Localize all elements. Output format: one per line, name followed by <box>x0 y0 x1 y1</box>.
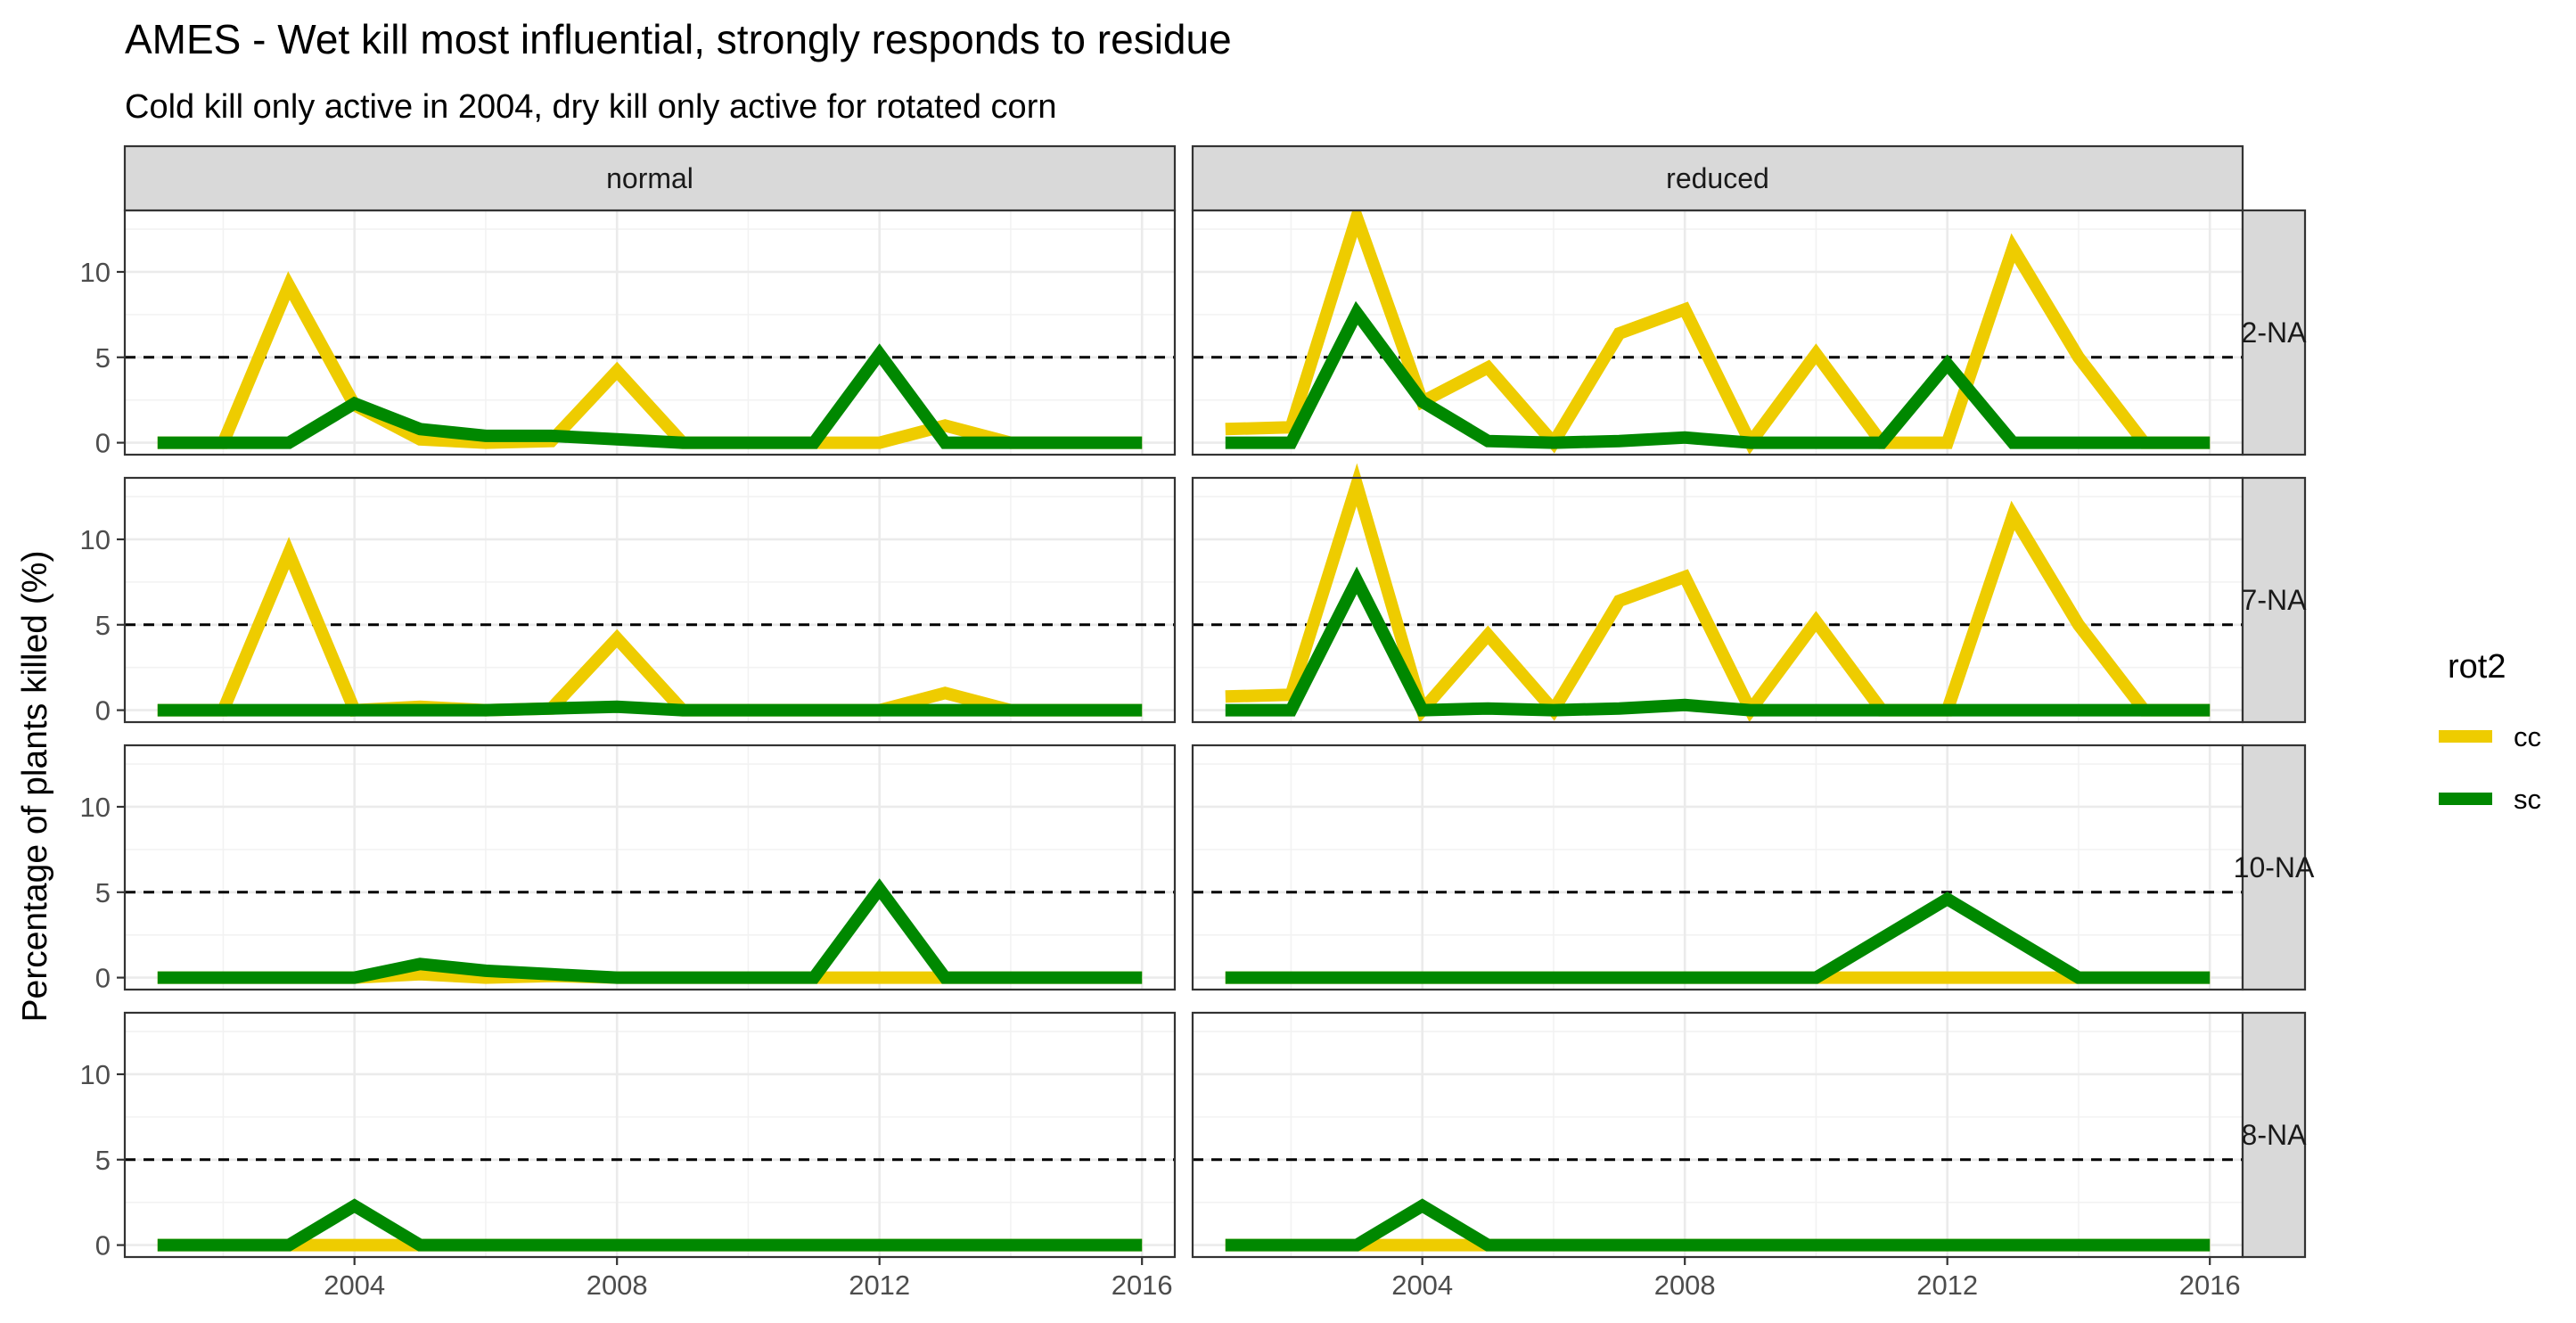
series-line-sc-normal-8-na <box>157 1198 1143 1252</box>
panel-background-normal-7-na <box>125 478 1175 722</box>
chart-subtitle: Cold kill only active in 2004, dry kill … <box>125 88 1056 126</box>
y-tick-label: 10 <box>80 524 111 555</box>
row-strip-label: 2-NA <box>2242 316 2308 349</box>
series-line-sc-normal-10-na <box>157 878 1143 984</box>
panel-border <box>123 476 1177 724</box>
y-tick-label: 10 <box>80 1059 111 1090</box>
legend-label-sc: sc <box>2514 784 2541 815</box>
panel-background-normal-10-na <box>125 745 1175 990</box>
x-tick-label: 2016 <box>2179 1270 2241 1301</box>
column-strip <box>1191 144 2244 212</box>
y-tick-label: 0 <box>95 963 111 994</box>
y-tick-label: 5 <box>95 342 111 374</box>
panel-background-normal-2-na <box>125 210 1175 455</box>
series-line-cc-normal-2-na <box>157 271 1143 449</box>
series-line-sc-reduced-7-na <box>1225 566 2211 717</box>
x-tick-label: 2008 <box>587 1270 648 1301</box>
series-line-sc-reduced-2-na <box>1225 300 2211 449</box>
legend-label-cc: cc <box>2514 721 2541 752</box>
x-tick-label: 2004 <box>324 1270 385 1301</box>
series-line-cc-reduced-7-na <box>1225 463 2211 723</box>
facet-panels: normal reduced 2-NA 7-NA 10-NA 8-NA 0 5 10 0 5 10 0 5… <box>80 144 2315 1301</box>
panel-background-reduced-10-na <box>1193 745 2243 990</box>
row-strip-label: 7-NA <box>2242 584 2308 616</box>
column-strip <box>123 144 1177 212</box>
series-line-cc-normal-7-na <box>157 537 1143 717</box>
x-tick-label: 2008 <box>1654 1270 1716 1301</box>
panel-border <box>123 744 1177 991</box>
y-tick-label: 5 <box>95 877 111 908</box>
legend: rot2 cc sc <box>2439 648 2541 815</box>
x-tick-label: 2012 <box>1916 1270 1978 1301</box>
legend-title: rot2 <box>2448 648 2506 686</box>
panel-background-reduced-8-na <box>1193 1013 2243 1257</box>
x-tick-label: 2016 <box>1112 1270 1173 1301</box>
y-tick-label: 5 <box>95 1145 111 1176</box>
y-tick-label: 0 <box>95 1230 111 1261</box>
y-axis-title: Percentage of plants killed (%) <box>16 551 54 1023</box>
row-strip <box>2241 209 2307 456</box>
y-tick-label: 5 <box>95 610 111 641</box>
row-strip <box>2241 476 2307 724</box>
y-tick-label: 10 <box>80 792 111 823</box>
x-tick-label: 2012 <box>849 1270 910 1301</box>
row-strip <box>2241 1011 2307 1259</box>
row-strip-label: 10-NA <box>2234 851 2315 883</box>
y-tick-label: 0 <box>95 428 111 459</box>
y-tick-label: 0 <box>95 695 111 727</box>
x-tick-label: 2004 <box>1391 1270 1453 1301</box>
series-line-sc-normal-7-na <box>157 700 1143 717</box>
series-line-sc-reduced-10-na <box>1225 892 2211 984</box>
series-line-cc-reduced-2-na <box>1225 197 2211 456</box>
row-strip-label: 8-NA <box>2242 1119 2308 1151</box>
panel-background-normal-8-na <box>125 1013 1175 1257</box>
chart-title: AMES - Wet kill most influential, strong… <box>125 16 1232 62</box>
series-line-sc-normal-2-na <box>157 343 1143 449</box>
y-tick-label: 10 <box>80 257 111 288</box>
row-strip <box>2241 744 2307 991</box>
column-strip-label: normal <box>606 162 693 194</box>
panel-border <box>123 1011 1177 1259</box>
series-line-sc-reduced-8-na <box>1225 1198 2211 1252</box>
column-strip-label: reduced <box>1666 162 1769 194</box>
